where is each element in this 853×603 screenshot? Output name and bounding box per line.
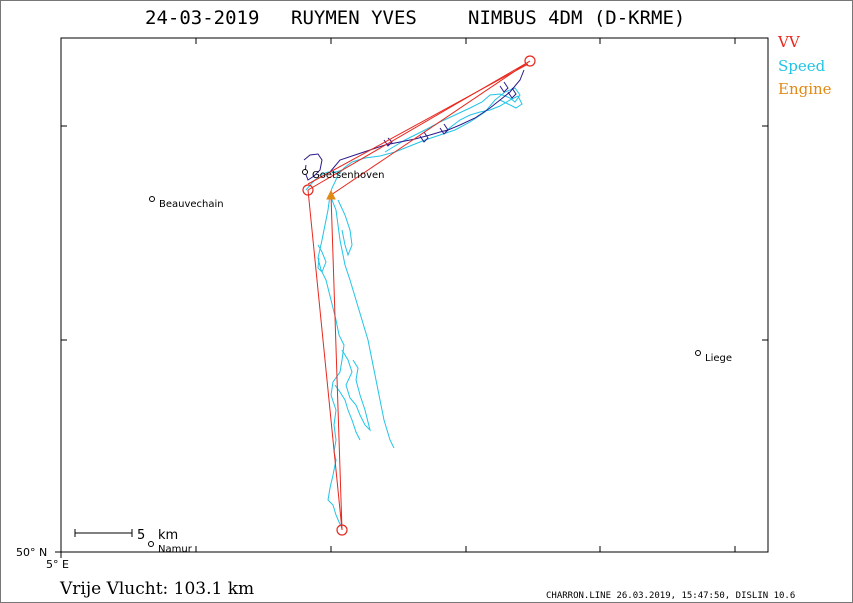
place-namur: Namur (148, 541, 193, 555)
scale-bar: 5 km (74, 528, 178, 543)
place-marker-icon (149, 196, 155, 202)
turnpoint-circle (524, 55, 536, 67)
generator-footer: CHARRON.LINE 26.03.2019, 15:47:50, DISLI… (546, 591, 795, 601)
legend-vv: VV (777, 33, 801, 51)
place-label: Liege (705, 353, 732, 364)
place-liege: Liege (695, 350, 732, 364)
place-label: Namur (158, 544, 193, 555)
task-legs (307, 60, 531, 531)
latitude-label: 50° N (16, 546, 47, 559)
place-marker-icon (148, 541, 154, 547)
turnpoint-markers (302, 55, 536, 536)
turnpoint-circle (336, 524, 348, 536)
glider-name: NIMBUS 4DM (D-KRME) (468, 7, 685, 29)
turnpoint-circle (302, 184, 314, 196)
legend-speed: Speed (778, 57, 826, 75)
place-marker-icon (695, 350, 701, 356)
place-label: Beauvechain (159, 199, 224, 210)
plot-border (60, 37, 769, 553)
axis-ticks (55, 38, 768, 558)
flight-date: 24-03-2019 (145, 7, 259, 29)
flight-track-speed (305, 87, 523, 529)
engine-start-marker (326, 189, 336, 200)
free-flight-distance: Vrije Vlucht: 103.1 km (59, 579, 254, 599)
place-label: Goetsenhoven (312, 170, 385, 181)
scale-value: 5 (137, 528, 145, 543)
place-marker-icon (302, 169, 308, 175)
pilot-name: RUYMEN YVES (291, 7, 417, 29)
flight-track-slow (303, 69, 525, 181)
place-beauvechain: Beauvechain (149, 196, 224, 210)
legend-engine: Engine (778, 80, 832, 98)
place-goetsenhoven: Goetsenhoven (302, 169, 385, 181)
longitude-label: 5° E (46, 558, 69, 571)
scale-unit: km (158, 528, 178, 543)
